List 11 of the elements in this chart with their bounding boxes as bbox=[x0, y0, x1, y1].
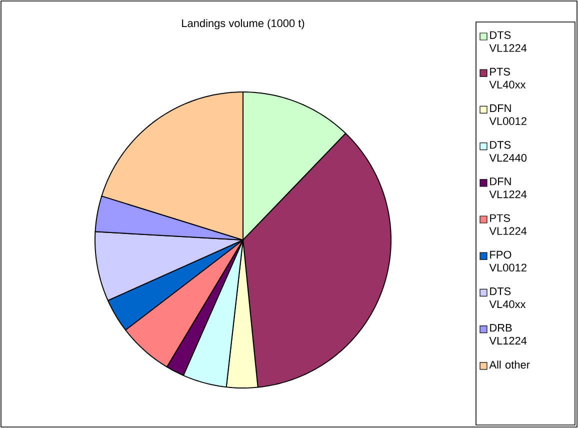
legend-label: DTS VL1224 bbox=[489, 31, 527, 52]
legend-label: PTS VL1224 bbox=[489, 214, 527, 235]
legend-label: DFN VL0012 bbox=[489, 104, 526, 126]
legend-label: DTS VL40xx bbox=[489, 287, 526, 308]
chart-title: Landings volume (1000 t) bbox=[182, 19, 304, 30]
legend-label: PTS VL40xx bbox=[489, 68, 526, 89]
legend-label: DRB VL1224 bbox=[489, 324, 527, 344]
legend-label: FPO VL0012 bbox=[489, 250, 526, 272]
legend-label: DFN VL1224 bbox=[489, 178, 527, 198]
legend-label: All other bbox=[489, 360, 530, 369]
legend-label: DTS VL2440 bbox=[489, 141, 527, 162]
